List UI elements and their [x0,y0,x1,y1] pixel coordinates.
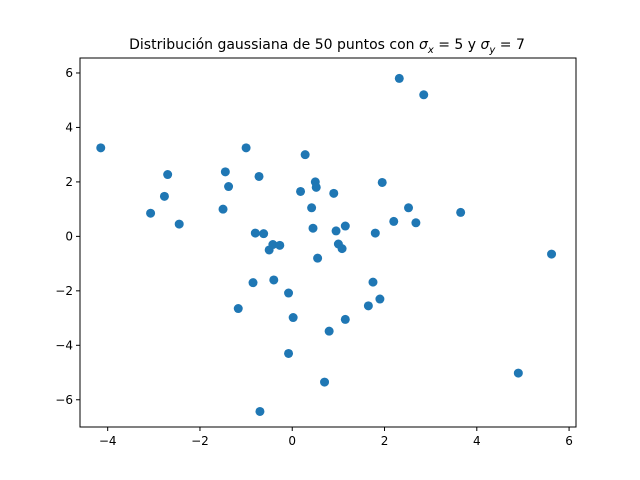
scatter-point [329,188,339,198]
y-tick-label: −6 [55,393,73,407]
scatter-point [394,73,404,83]
scatter-point [411,218,421,228]
scatter-point [375,294,385,304]
y-tick-label: −2 [55,284,73,298]
scatter-point [218,204,228,214]
x-tick-label: 4 [473,434,481,448]
y-tick-label: −4 [55,338,73,352]
y-tick-label: 2 [65,175,73,189]
scatter-point [377,177,387,187]
y-tick-label: 0 [65,229,73,243]
scatter-point [404,203,414,213]
scatter-point [513,368,523,378]
scatter-point [389,216,399,226]
y-tick-label: 4 [65,120,73,134]
x-tick-label: 0 [288,434,296,448]
x-tick-label: 6 [565,434,573,448]
scatter-point [300,150,310,160]
scatter-point [363,301,373,311]
scatter-point [340,314,350,324]
scatter-point [331,226,341,236]
scatter-point [313,253,323,263]
scatter-point [370,228,380,238]
scatter-point [259,229,269,239]
scatter-point [220,167,230,177]
scatter-point [96,143,106,153]
y-tick-label: 6 [65,66,73,80]
scatter-point [456,207,466,217]
scatter-point [308,223,318,233]
scatter-point [311,182,321,192]
scatter-point [296,186,306,196]
scatter-point [248,278,258,288]
scatter-point [146,208,156,218]
x-tick-label: −4 [99,434,117,448]
scatter-point [547,249,557,259]
scatter-point [340,221,350,231]
chart-title: Distribución gaussiana de 50 puntos con … [129,37,525,56]
axis-ticks: −4 −2 0 2 4 6 −6 −4 −2 0 2 4 6 [55,66,573,448]
scatter-point [275,240,285,250]
scatter-point [163,170,173,180]
scatter-point [419,90,429,100]
scatter-point [250,228,260,238]
scatter-point [233,304,243,314]
scatter-point [324,326,334,336]
x-tick-label: 2 [381,434,389,448]
scatter-point [284,288,294,298]
scatter-point [320,377,330,387]
data-points [96,73,557,416]
scatter-point [337,244,347,254]
scatter-point [159,191,169,201]
scatter-point [174,219,184,229]
scatter-point [241,143,251,153]
scatter-point [254,171,264,181]
plot-frame [79,57,577,428]
scatter-point [268,240,278,250]
x-tick-label: −2 [191,434,209,448]
scatter-point [255,406,265,416]
scatter-point [307,203,317,213]
scatter-point [284,348,294,358]
scatter-point [224,182,234,192]
scatter-point [288,313,298,323]
scatter-point [368,277,378,287]
scatter-point [269,275,279,285]
